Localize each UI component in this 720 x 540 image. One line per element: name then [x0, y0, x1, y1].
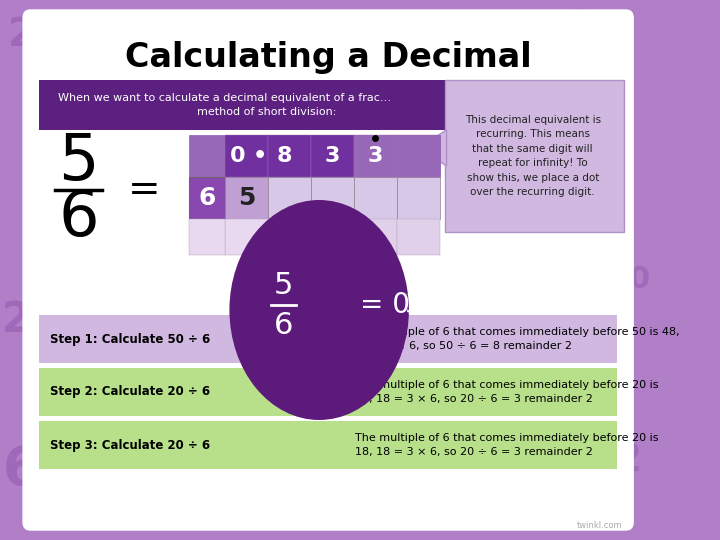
FancyBboxPatch shape	[397, 177, 441, 219]
Polygon shape	[418, 130, 446, 166]
FancyBboxPatch shape	[189, 135, 225, 177]
Text: 10: 10	[70, 473, 120, 507]
FancyBboxPatch shape	[225, 135, 441, 177]
FancyBboxPatch shape	[268, 135, 311, 177]
FancyBboxPatch shape	[445, 80, 624, 232]
Text: =: =	[128, 171, 161, 209]
Text: 8: 8	[276, 146, 292, 166]
Text: 6: 6	[274, 310, 293, 340]
FancyBboxPatch shape	[268, 177, 311, 219]
Text: twinkl.com: twinkl.com	[577, 522, 622, 530]
Text: Step 1: Calculate 50 ÷ 6: Step 1: Calculate 50 ÷ 6	[50, 333, 210, 346]
Text: The multiple of 6 that comes immediately before 50 is 48,
48 = 8 × 6, so 50 ÷ 6 : The multiple of 6 that comes immediately…	[355, 327, 680, 351]
Text: 2: 2	[547, 469, 576, 511]
Text: 5: 5	[568, 9, 591, 42]
Text: This decimal equivalent is
recurring. This means
that the same digit will
repeat: This decimal equivalent is recurring. Th…	[464, 115, 600, 197]
Text: •: •	[252, 146, 266, 166]
Text: 6: 6	[198, 186, 216, 210]
Text: 2: 2	[615, 441, 642, 479]
Text: 0: 0	[230, 146, 246, 166]
Text: The multiple of 6 that comes immediately before 20 is
18, 18 = 3 × 6, so 20 ÷ 6 : The multiple of 6 that comes immediately…	[355, 433, 659, 457]
Text: Step 2: Calculate 20 ÷ 6: Step 2: Calculate 20 ÷ 6	[50, 386, 210, 399]
Ellipse shape	[230, 200, 409, 420]
FancyBboxPatch shape	[39, 368, 617, 416]
Text: 30: 30	[608, 266, 650, 294]
FancyBboxPatch shape	[225, 135, 268, 177]
Text: —: —	[271, 13, 296, 37]
FancyBboxPatch shape	[189, 177, 225, 219]
FancyBboxPatch shape	[39, 80, 446, 130]
Text: The multiple of 6 that comes immediately before 20 is
18, 18 = 3 × 6, so 20 ÷ 6 : The multiple of 6 that comes immediately…	[355, 380, 659, 404]
Text: 6: 6	[58, 187, 99, 249]
FancyBboxPatch shape	[397, 219, 441, 255]
Text: 80: 80	[69, 30, 112, 59]
FancyBboxPatch shape	[268, 219, 311, 255]
Text: 2: 2	[314, 479, 343, 521]
Text: 2: 2	[1, 299, 30, 341]
FancyBboxPatch shape	[23, 10, 633, 530]
FancyBboxPatch shape	[397, 135, 441, 177]
Text: Step 3: Calculate 20 ÷ 6: Step 3: Calculate 20 ÷ 6	[50, 438, 210, 451]
Text: 5: 5	[238, 186, 255, 210]
Text: 5: 5	[274, 271, 293, 300]
Text: = 0.8: = 0.8	[359, 291, 436, 319]
Text: When we want to calculate a decimal equivalent of a frac…
                      : When we want to calculate a decimal equi…	[58, 92, 392, 117]
Text: 5: 5	[58, 131, 99, 193]
Text: 6: 6	[3, 444, 40, 496]
FancyBboxPatch shape	[311, 177, 354, 219]
FancyBboxPatch shape	[39, 315, 617, 363]
Text: Calculating a Decimal: Calculating a Decimal	[125, 42, 531, 75]
Text: 3: 3	[367, 146, 382, 166]
FancyBboxPatch shape	[354, 177, 397, 219]
Text: 3: 3	[405, 291, 422, 319]
Text: 80: 80	[428, 13, 479, 47]
FancyBboxPatch shape	[225, 219, 268, 255]
FancyBboxPatch shape	[354, 135, 397, 177]
FancyBboxPatch shape	[225, 177, 268, 219]
FancyBboxPatch shape	[39, 421, 617, 469]
Text: 2: 2	[8, 16, 35, 54]
FancyBboxPatch shape	[311, 135, 354, 177]
Text: 3: 3	[324, 146, 340, 166]
FancyBboxPatch shape	[311, 219, 354, 255]
FancyBboxPatch shape	[189, 219, 225, 255]
FancyBboxPatch shape	[354, 219, 397, 255]
